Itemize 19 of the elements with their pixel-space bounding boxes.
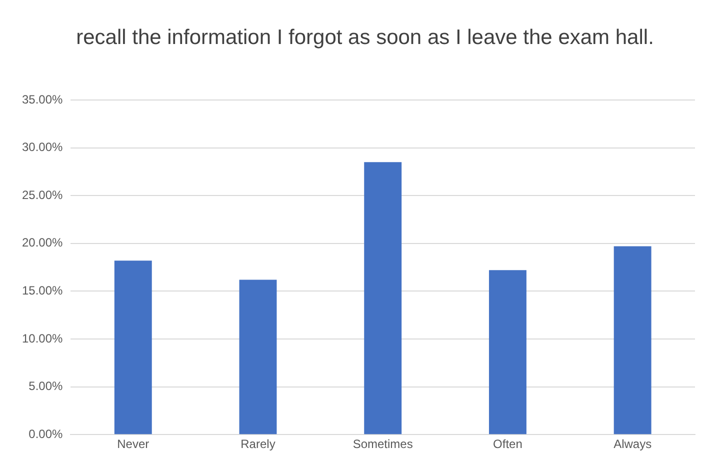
bar (114, 260, 152, 434)
x-tick-label: Never (117, 437, 150, 452)
bar (239, 280, 277, 434)
x-tick-label: Always (614, 437, 652, 452)
y-tick-label: 25.00% (22, 188, 64, 202)
y-tick-label: 5.00% (28, 379, 64, 394)
chart-title: recall the information I forgot as soon as I leave the exam hall. (75, 25, 655, 51)
y-tick-label: 15.00% (22, 284, 64, 298)
y-tick-label: 0.00% (28, 426, 64, 441)
y-tick-label: 35.00% (22, 92, 64, 106)
x-tick-label: Sometimes (352, 437, 413, 452)
y-tick-label: 10.00% (22, 331, 64, 346)
y-tick-label: 20.00% (22, 236, 64, 250)
bar (364, 162, 402, 434)
x-tick-label: Rarely (240, 437, 276, 452)
bar (614, 246, 652, 434)
bar (488, 270, 526, 434)
x-tick-label: Often (493, 437, 522, 452)
y-tick-label: 30.00% (22, 140, 64, 154)
